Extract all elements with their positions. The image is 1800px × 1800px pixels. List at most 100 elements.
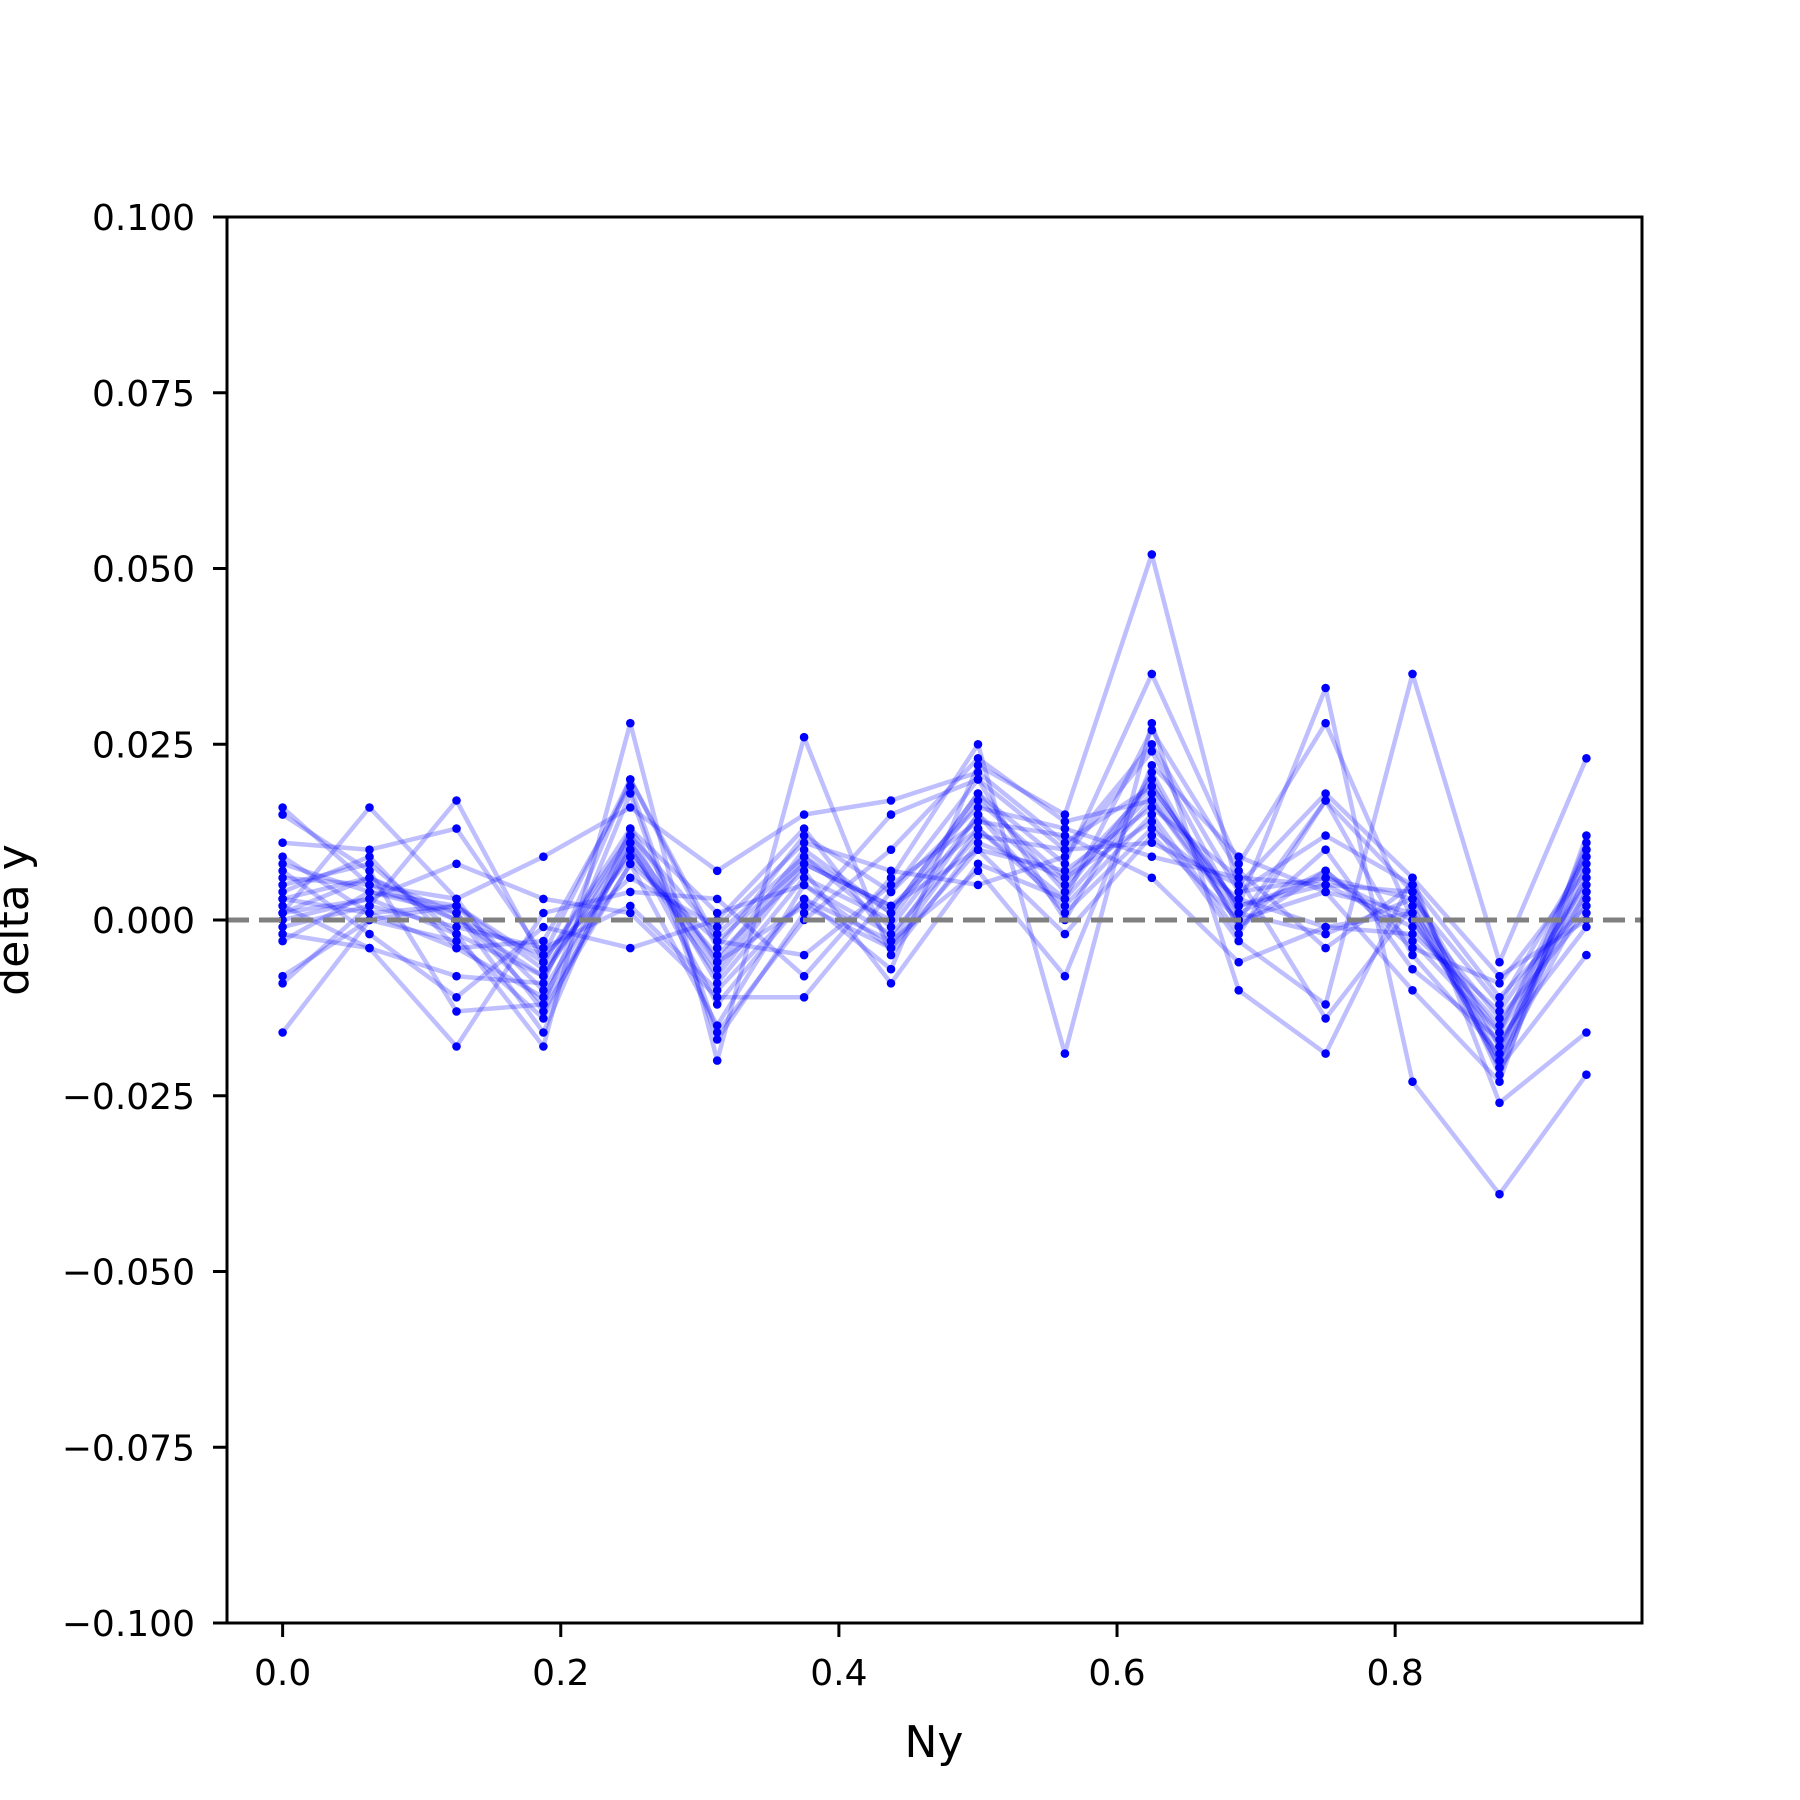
data-point (1321, 887, 1330, 897)
data-point (886, 950, 896, 960)
data-point (626, 873, 635, 883)
data-point (712, 936, 722, 946)
data-point (886, 901, 896, 911)
data-point (712, 1028, 722, 1037)
data-point (365, 880, 374, 890)
data-point (626, 908, 635, 918)
data-point (712, 957, 722, 967)
data-point (365, 894, 374, 904)
data-point (712, 1000, 722, 1009)
data-point (1408, 873, 1417, 883)
data-point (452, 993, 461, 1002)
data-point (1582, 950, 1591, 960)
data-point (1408, 943, 1417, 953)
data-point (886, 936, 896, 946)
data-point (1060, 810, 1070, 819)
series-line-8 (282, 671, 1589, 1063)
data-point (712, 971, 722, 981)
data-point (539, 908, 548, 918)
data-point (712, 993, 722, 1002)
data-point (1234, 887, 1243, 897)
data-point (1495, 1000, 1504, 1009)
data-point (1495, 1189, 1504, 1199)
data-point (1321, 866, 1330, 876)
data-point (1321, 943, 1330, 953)
x-axis-label: Ny (905, 1717, 964, 1768)
data-point (365, 845, 374, 854)
data-point (1234, 852, 1243, 861)
data-point (1147, 669, 1157, 679)
data-point (278, 803, 287, 812)
data-point (973, 789, 983, 798)
data-point (539, 993, 548, 1002)
data-point (1147, 873, 1157, 883)
data-point (886, 964, 896, 974)
data-point (973, 810, 983, 819)
data-point (452, 824, 461, 833)
data-point (1408, 894, 1417, 904)
data-point (1147, 550, 1157, 559)
series-line-7 (280, 685, 1589, 1197)
data-point (539, 852, 548, 861)
data-point (1582, 1028, 1591, 1037)
data-point (365, 901, 374, 911)
data-point (1408, 936, 1417, 946)
data-point (626, 859, 635, 869)
series-line-5 (281, 671, 1589, 1035)
data-point (452, 796, 461, 805)
data-point (799, 852, 809, 861)
data-point (1234, 922, 1243, 932)
data-point (1060, 831, 1070, 840)
data-point (1147, 824, 1157, 833)
data-point (712, 986, 722, 995)
x-tick-label: 0.2 (532, 1653, 589, 1694)
data-point (626, 838, 635, 847)
data-point (1408, 950, 1417, 960)
data-point (799, 894, 809, 904)
data-point (1582, 859, 1591, 869)
data-point (799, 810, 809, 819)
data-point (1234, 859, 1243, 869)
data-point (1408, 964, 1417, 974)
series-line-20 (282, 805, 1589, 1063)
data-point (539, 1000, 548, 1009)
data-point (1408, 922, 1417, 932)
data-point (1147, 761, 1157, 770)
y-tick-label: −0.100 (62, 1604, 195, 1645)
data-point (452, 943, 461, 953)
data-point (1321, 683, 1330, 693)
data-point (1147, 775, 1157, 784)
data-point (973, 740, 983, 749)
data-point (886, 866, 896, 876)
data-point (539, 957, 548, 967)
data-point (365, 908, 374, 918)
x-tick-label: 0.4 (810, 1653, 867, 1694)
data-point (539, 971, 548, 981)
data-point (278, 922, 287, 932)
series-line-12 (281, 770, 1589, 1042)
data-point (973, 824, 983, 833)
series-line-10 (281, 763, 1589, 1084)
data-point (799, 845, 809, 854)
data-point (1147, 817, 1157, 826)
data-point (1495, 1035, 1504, 1044)
data-point (1321, 1049, 1330, 1058)
data-point (278, 852, 287, 861)
x-tick-label: 0.8 (1367, 1653, 1424, 1694)
series-line-6 (280, 552, 1589, 1077)
data-point (1495, 1007, 1504, 1016)
data-point (626, 943, 635, 953)
series-line-14 (281, 756, 1589, 1056)
data-point (278, 880, 287, 890)
data-point (278, 866, 287, 876)
data-point (1408, 1077, 1417, 1086)
series-points (278, 550, 1591, 1199)
y-axis-label: delta y (0, 844, 39, 995)
series-line-2 (282, 742, 1589, 1007)
data-point (626, 824, 635, 833)
data-point (973, 831, 983, 840)
data-point (1060, 838, 1070, 847)
data-point (886, 922, 896, 932)
series-line-15 (281, 791, 1588, 1035)
data-point (886, 887, 896, 897)
